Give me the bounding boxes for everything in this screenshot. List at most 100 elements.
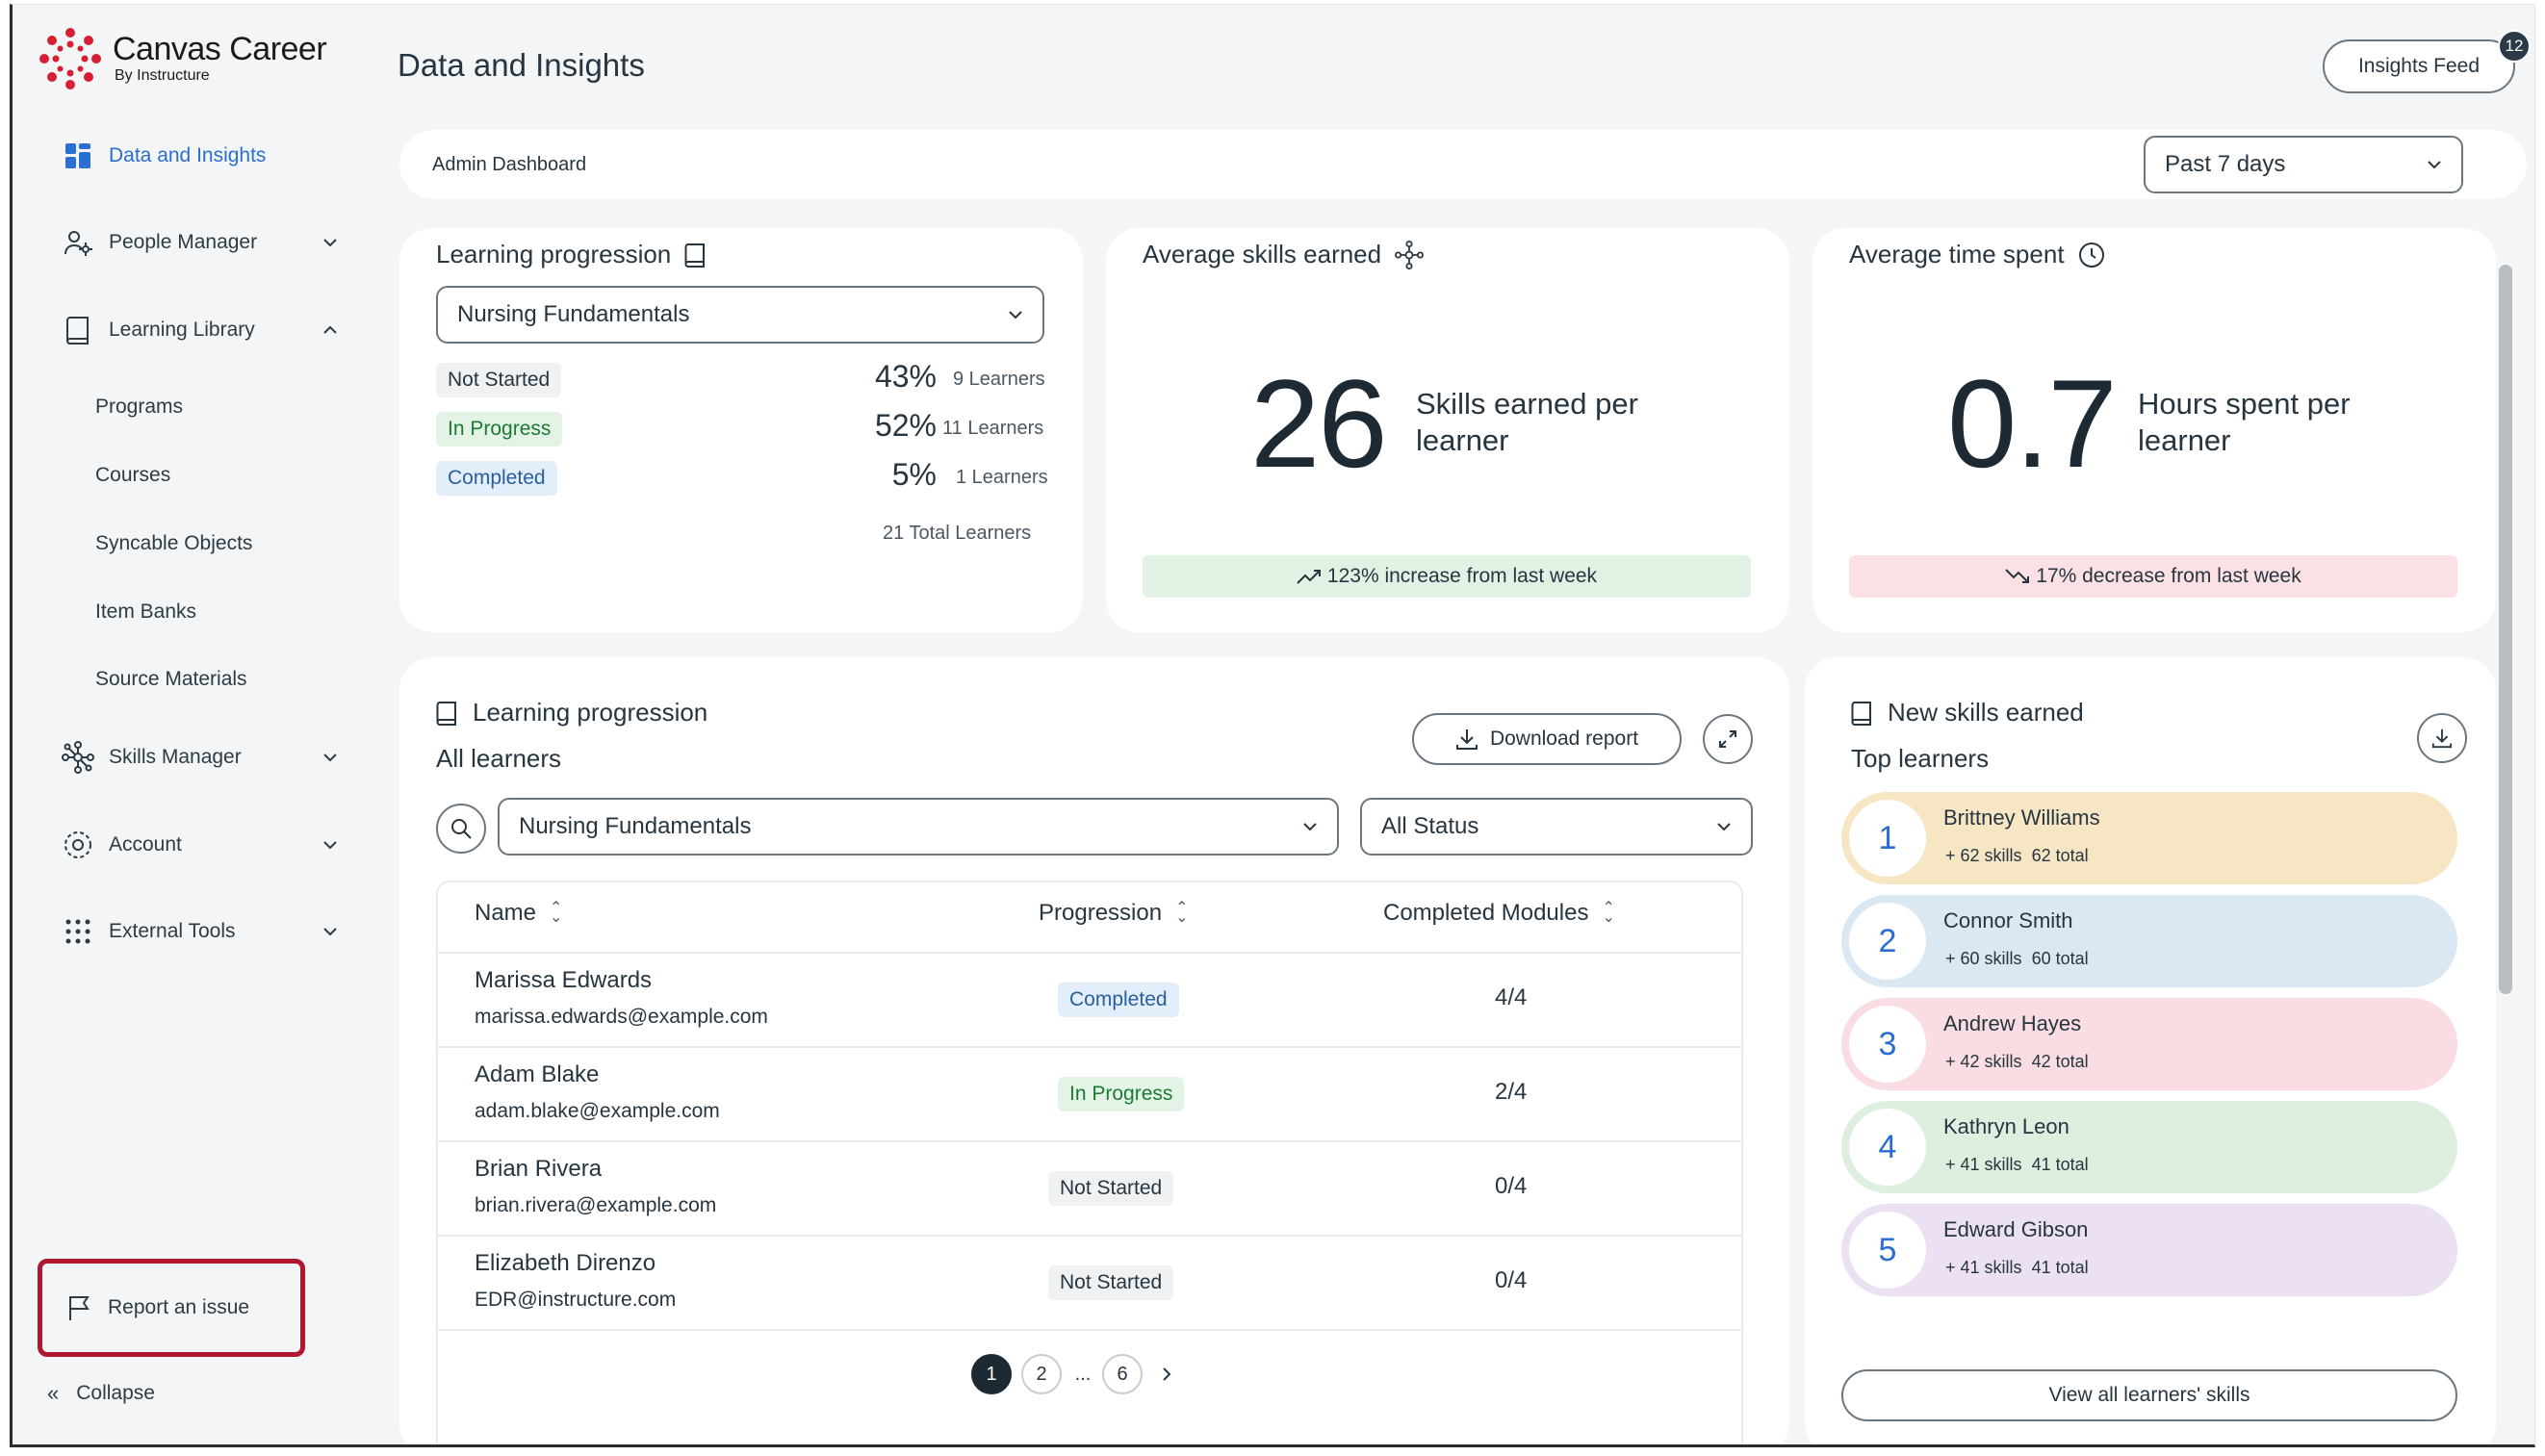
- date-range-value: Past 7 days: [2165, 151, 2286, 177]
- sidebar-subitem-courses[interactable]: Courses: [95, 464, 171, 486]
- top-learner-item[interactable]: 5 Edward Gibson + 41 skills 41 total: [1841, 1204, 2457, 1296]
- column-header-name[interactable]: Name ⌃ ⌄: [475, 900, 562, 927]
- pagination: 1 2 ... 6: [438, 1329, 1741, 1444]
- brand-logo[interactable]: Canvas Career By Instructure: [39, 28, 327, 89]
- sidebar-item-data-and-insights[interactable]: Data and Insights: [61, 132, 340, 180]
- learner-rank: 3: [1849, 1006, 1926, 1083]
- download-skills-button[interactable]: [2417, 713, 2467, 763]
- page-button-current[interactable]: 1: [971, 1354, 1012, 1394]
- learner-email: brian.rivera@example.com: [475, 1194, 717, 1216]
- search-icon: [451, 819, 472, 839]
- status-badge: In Progress: [436, 412, 563, 447]
- sidebar-subitem-source-materials[interactable]: Source Materials: [95, 668, 247, 690]
- card-title: Average time spent: [1849, 240, 2105, 269]
- account-icon: [61, 828, 95, 862]
- sidebar-item-label: Data and Insights: [109, 144, 267, 166]
- course-filter-select[interactable]: Nursing Fundamentals: [498, 798, 1339, 856]
- column-header-label: Progression: [1039, 900, 1163, 926]
- download-icon: [2431, 728, 2453, 749]
- time-trend-text: 17% decrease from last week: [2036, 565, 2301, 587]
- top-learner-item[interactable]: 1 Brittney Williams + 62 skills 62 total: [1841, 792, 2457, 884]
- average-skills-description: Skills earned per learner: [1416, 387, 1638, 457]
- report-issue-button[interactable]: Report an issue: [38, 1259, 305, 1357]
- card-title: Average skills earned: [1143, 240, 1425, 269]
- table-row[interactable]: Elizabeth Direnzo EDR@instructure.com No…: [438, 1235, 1741, 1329]
- chevron-down-icon: [1303, 823, 1317, 831]
- learner-name: Connor Smith: [1943, 908, 2073, 932]
- page-button[interactable]: 6: [1102, 1354, 1143, 1394]
- book-icon: [61, 313, 95, 347]
- chevron-down-icon: [2428, 161, 2441, 169]
- status-badge: Not Started: [1048, 1171, 1174, 1206]
- sidebar-subitem-syncable-objects[interactable]: Syncable Objects: [95, 532, 253, 554]
- collapse-button[interactable]: « Collapse: [47, 1381, 155, 1406]
- sidebar-item-skills-manager[interactable]: Skills Manager: [61, 733, 340, 781]
- top-learner-item[interactable]: 3 Andrew Hayes + 42 skills 42 total: [1841, 998, 2457, 1090]
- chevron-down-icon: [1717, 823, 1731, 831]
- date-range-select[interactable]: Past 7 days: [2144, 136, 2463, 193]
- sort-icon: ⌃ ⌄: [1175, 900, 1189, 926]
- page-button[interactable]: 2: [1021, 1354, 1062, 1394]
- total-learners: 21 Total Learners: [883, 523, 1032, 544]
- top-learner-item[interactable]: 2 Connor Smith + 60 skills 60 total: [1841, 895, 2457, 987]
- table-row[interactable]: Marissa Edwards marissa.edwards@example.…: [438, 952, 1741, 1046]
- average-time-description: Hours spent per learner: [2138, 387, 2351, 457]
- card-subtitle: Top learners: [1851, 744, 1990, 773]
- sidebar: Canvas Career By Instructure Data and In…: [13, 5, 383, 1444]
- view-all-skills-button[interactable]: View all learners' skills: [1841, 1369, 2457, 1421]
- sidebar-subitem-programs[interactable]: Programs: [95, 396, 184, 418]
- skills-total: 41 total: [2031, 1258, 2089, 1277]
- top-learner-item[interactable]: 4 Kathryn Leon + 41 skills 41 total: [1841, 1101, 2457, 1193]
- learner-name: Brittney Williams: [1943, 805, 2100, 830]
- learner-skills: + 41 skills 41 total: [1945, 1155, 2089, 1175]
- sidebar-item-people-manager[interactable]: People Manager: [61, 218, 340, 267]
- status-learner-count: 1 Learners: [956, 467, 1048, 488]
- status-badge: In Progress: [1058, 1077, 1185, 1111]
- vertical-scrollbar[interactable]: [2499, 265, 2512, 994]
- course-filter-value: Nursing Fundamentals: [519, 813, 752, 839]
- expand-button[interactable]: [1703, 714, 1753, 764]
- skills-gained: + 60 skills: [1945, 949, 2022, 968]
- chevron-right-icon[interactable]: [1158, 1366, 1175, 1383]
- table-row[interactable]: Adam Blake adam.blake@example.com In Pro…: [438, 1046, 1741, 1140]
- skills-gained: + 42 skills: [1945, 1052, 2022, 1071]
- download-report-button[interactable]: Download report: [1412, 713, 1682, 765]
- skills-gained: + 62 skills: [1945, 846, 2022, 865]
- table-row[interactable]: Brian Rivera brian.rivera@example.com No…: [438, 1140, 1741, 1235]
- course-select[interactable]: Nursing Fundamentals: [436, 286, 1044, 344]
- sidebar-item-external-tools[interactable]: External Tools: [61, 907, 340, 956]
- sidebar-item-label: External Tools: [109, 920, 236, 942]
- sidebar-item-account[interactable]: Account: [61, 821, 340, 869]
- clock-icon: [2078, 242, 2104, 268]
- status-learner-count: 11 Learners: [942, 418, 1044, 439]
- status-filter-select[interactable]: All Status: [1360, 798, 1753, 856]
- chevron-down-icon: [323, 754, 337, 762]
- column-header-label: Completed Modules: [1383, 900, 1589, 926]
- column-header-label: Name: [475, 900, 537, 926]
- average-time-card: Average time spent 0.7 Hours spent per l…: [1812, 228, 2496, 632]
- average-skills-card: Average skills earned 26 Skills earned p…: [1106, 228, 1789, 632]
- card-title-text: New skills earned: [1888, 698, 2084, 727]
- sidebar-subitem-item-banks[interactable]: Item Banks: [95, 600, 197, 623]
- book-icon: [436, 701, 456, 726]
- status-percentage: 5%: [891, 457, 937, 492]
- skills-trend-text: 123% increase from last week: [1326, 565, 1598, 587]
- column-header-progression[interactable]: Progression ⌃ ⌄: [1039, 900, 1188, 927]
- search-button[interactable]: [436, 804, 486, 854]
- status-badge: Not Started: [436, 363, 562, 397]
- sidebar-item-learning-library[interactable]: Learning Library: [61, 306, 340, 354]
- status-badge: Completed: [1058, 983, 1179, 1017]
- status-percentage: 43%: [874, 359, 937, 394]
- learner-name: Marissa Edwards: [475, 967, 653, 993]
- insights-feed-button[interactable]: Insights Feed: [2323, 39, 2515, 93]
- trend-up-icon: [1297, 570, 1321, 584]
- learner-name: Andrew Hayes: [1943, 1011, 2082, 1035]
- learner-email: marissa.edwards@example.com: [475, 1006, 768, 1028]
- status-percentage: 52%: [874, 408, 937, 443]
- page-ellipsis: ...: [1074, 1364, 1092, 1385]
- brand-sub: By Instructure: [115, 67, 210, 84]
- sidebar-item-label: Account: [109, 833, 182, 856]
- status-badge: Not Started: [1048, 1265, 1174, 1300]
- column-header-modules[interactable]: Completed Modules ⌃ ⌄: [1383, 900, 1615, 927]
- chevron-down-icon: [323, 841, 337, 850]
